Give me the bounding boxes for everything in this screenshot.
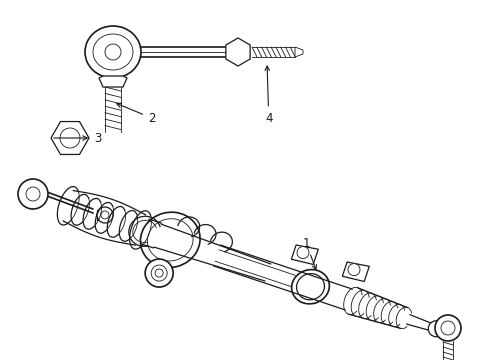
Polygon shape [225,38,250,66]
Circle shape [60,128,80,148]
Circle shape [347,264,359,276]
Circle shape [145,259,173,287]
Circle shape [440,321,454,335]
Circle shape [296,247,308,258]
Circle shape [434,315,460,341]
Text: 3: 3 [54,131,101,144]
Circle shape [26,187,40,201]
Polygon shape [291,245,318,265]
Circle shape [155,269,163,277]
Polygon shape [294,47,303,57]
Circle shape [97,207,113,223]
Text: 1: 1 [302,237,316,269]
Text: 2: 2 [117,103,155,125]
Text: 4: 4 [264,66,272,125]
Circle shape [18,179,48,209]
Circle shape [151,265,167,281]
Circle shape [101,211,109,219]
Polygon shape [51,122,89,154]
Polygon shape [99,76,127,87]
Polygon shape [342,262,368,282]
Circle shape [105,44,121,60]
Circle shape [427,321,444,337]
